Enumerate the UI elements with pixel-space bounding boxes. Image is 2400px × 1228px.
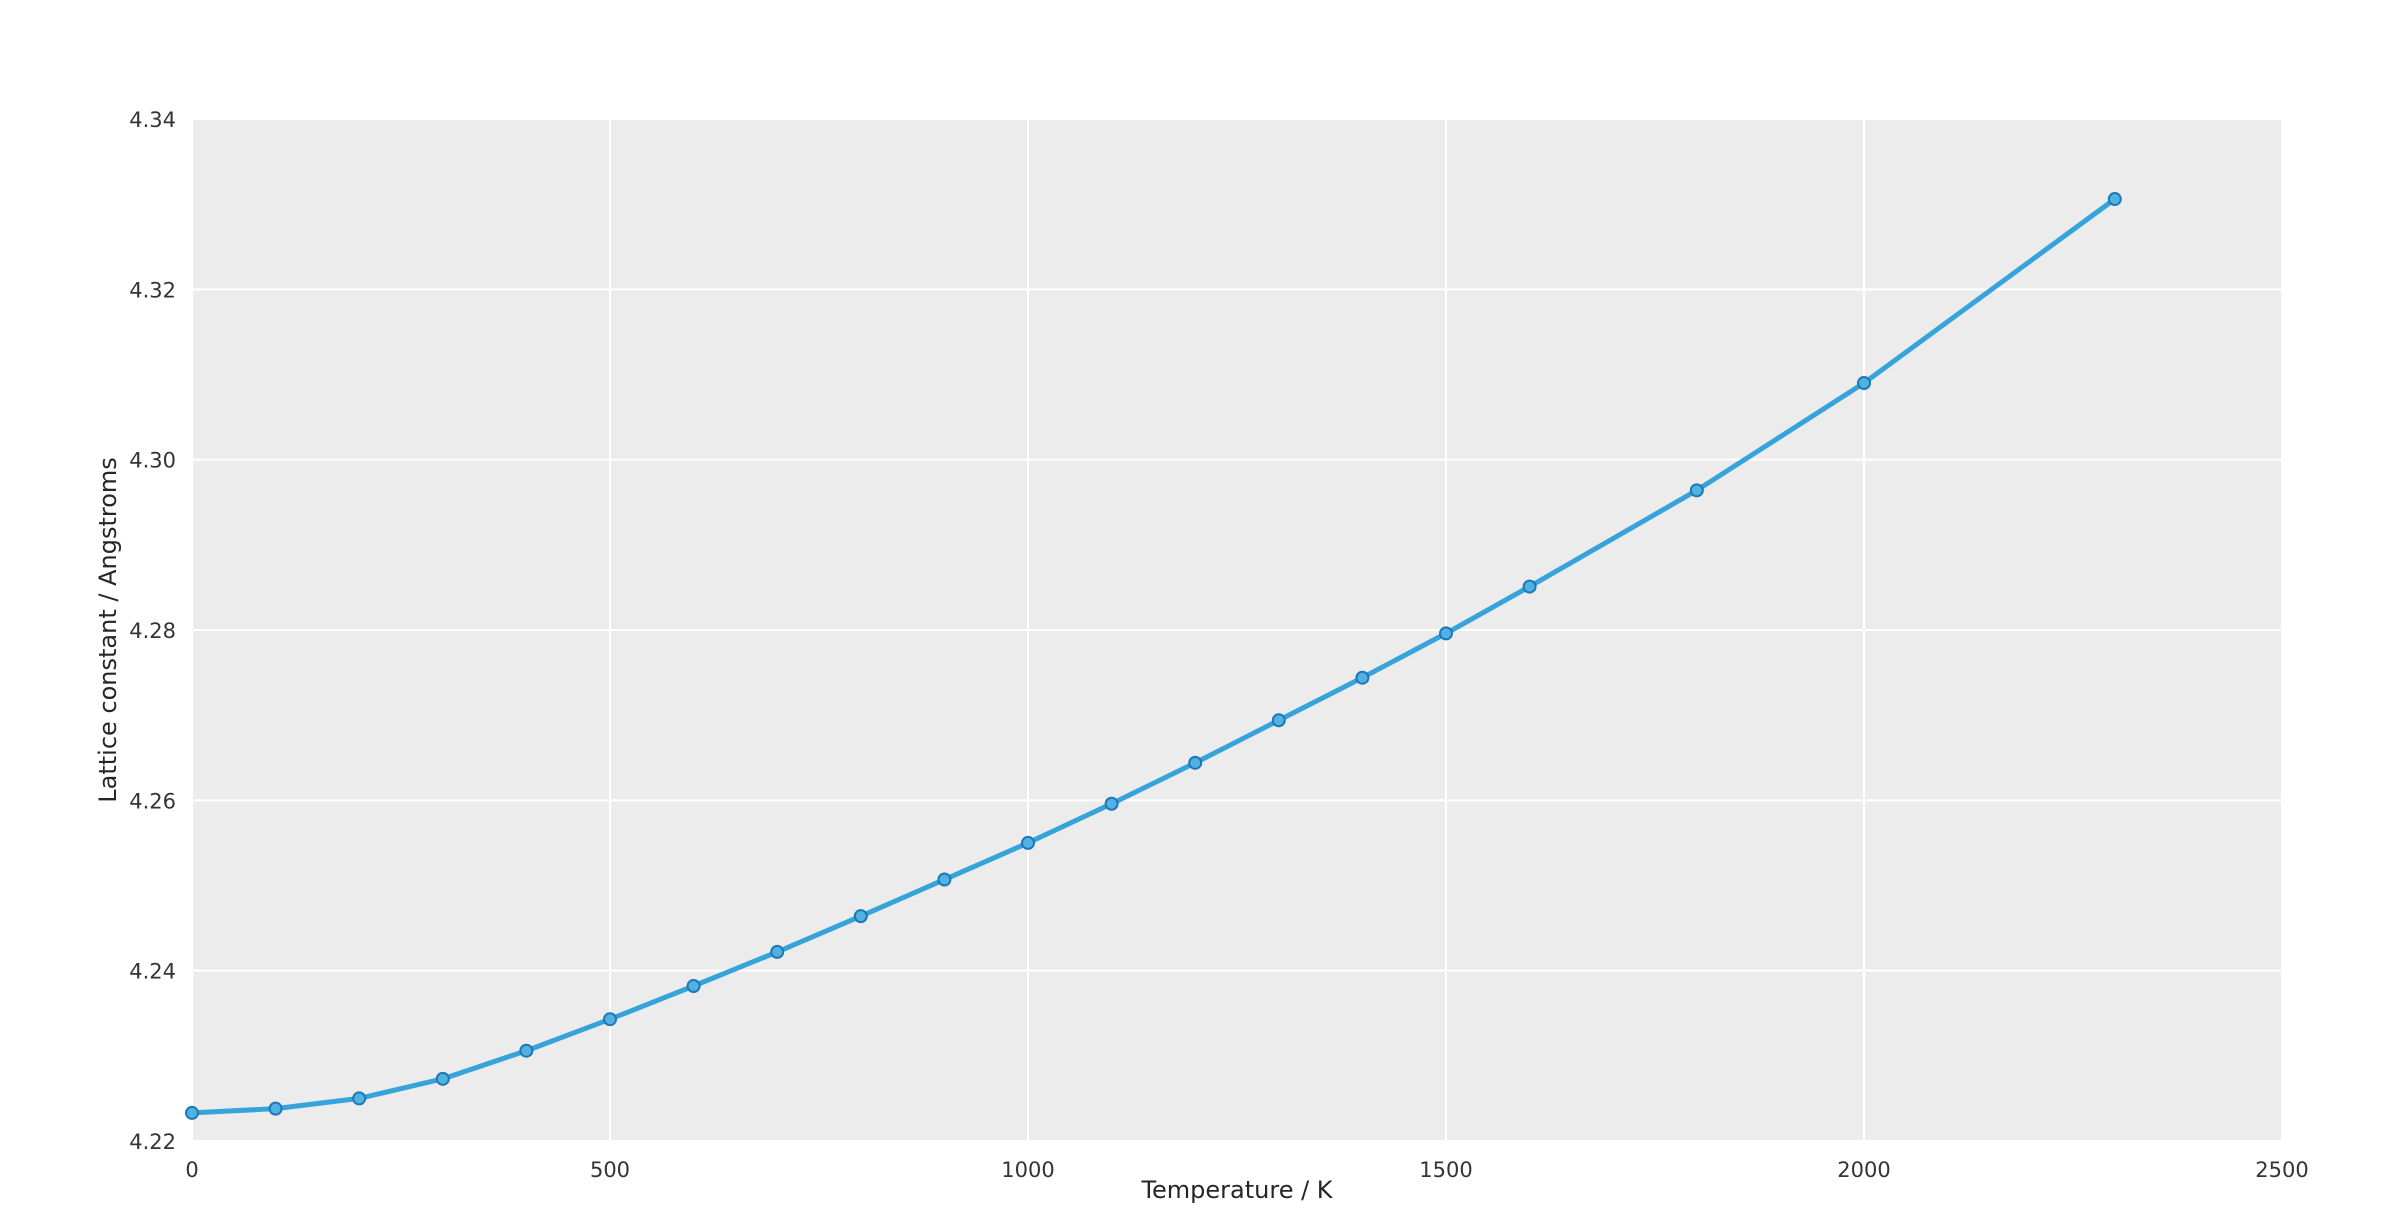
x-tick-label: 0 [185,1158,198,1182]
data-point-marker [1522,579,1537,594]
data-point-marker [1271,713,1286,728]
data-point-marker [1188,755,1203,770]
data-point-marker [853,909,868,924]
data-point-marker [268,1101,283,1116]
y-tick-label: 4.28 [129,619,176,643]
data-point-marker [2107,192,2122,207]
x-tick-label: 500 [590,1158,630,1182]
x-tick-label: 1500 [1419,1158,1472,1182]
y-tick-label: 4.22 [129,1130,176,1154]
y-tick-label: 4.26 [129,789,176,813]
data-point-marker [185,1105,199,1120]
data-point-marker [603,1012,617,1027]
data-point-marker [1021,835,1035,850]
x-axis-label: Temperature / K [1140,1176,1333,1204]
y-tick-label: 4.24 [129,960,176,984]
y-tick-label: 4.32 [129,278,176,302]
data-point-marker [686,978,701,993]
data-point-marker [1355,670,1370,685]
data-point-marker [770,944,785,959]
data-point-marker [435,1071,450,1086]
data-point-marker [352,1091,367,1106]
data-point-marker [1439,626,1453,641]
x-tick-label: 2500 [2255,1158,2308,1182]
data-point-marker [937,872,952,887]
data-point-marker [1857,376,1871,391]
y-tick-label: 4.34 [129,108,176,132]
data-point-marker [1104,796,1119,811]
y-tick-label: 4.30 [129,449,176,473]
x-tick-label: 2000 [1837,1158,1890,1182]
y-axis-label: Lattice constant / Angstroms [94,457,122,803]
data-point-marker [519,1043,534,1058]
series-line [189,196,2118,1116]
data-point-marker [1689,483,1704,498]
x-tick-label: 1000 [1001,1158,1054,1182]
